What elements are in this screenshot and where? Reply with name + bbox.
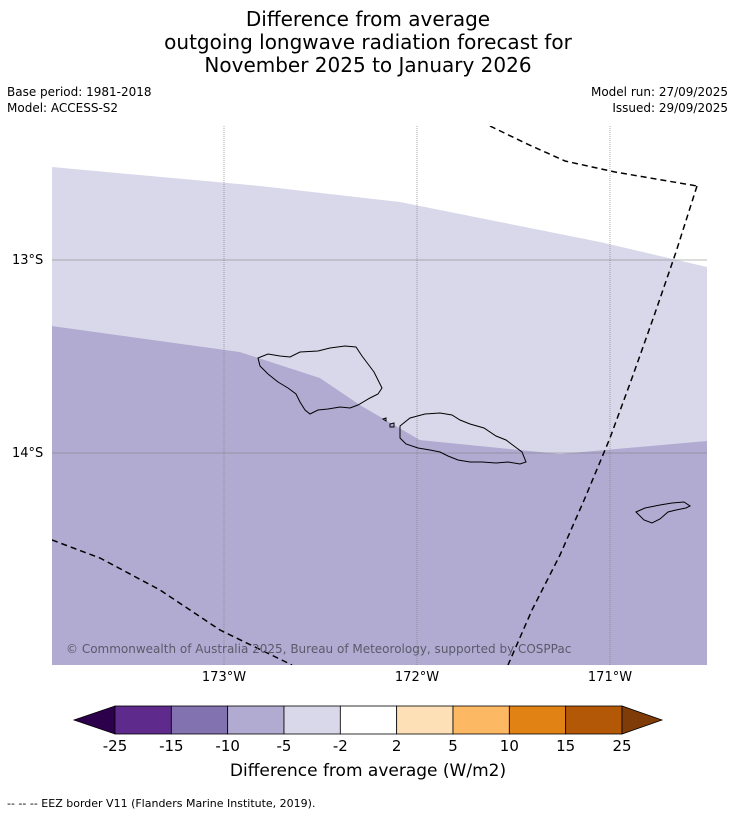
- meta-right: Model run: 27/09/2025 Issued: 29/09/2025: [591, 84, 728, 116]
- colorbar-segment: [396, 705, 454, 735]
- coast-apolima: [381, 417, 387, 422]
- colorbar-segment: [339, 705, 398, 735]
- model-run: Model run: 27/09/2025: [590, 85, 728, 99]
- coast-manono: [389, 422, 395, 428]
- colorbar-segment: [170, 705, 229, 735]
- colorbar-tick-label: 2: [391, 737, 402, 755]
- title-line-3: November 2025 to January 2026: [204, 53, 532, 77]
- lat-label-13s: 13°S: [12, 253, 44, 268]
- title-line-1: Difference from average: [245, 7, 491, 31]
- colorbar-tick-label: -2: [332, 737, 348, 755]
- coast-tutuila: [635, 501, 691, 524]
- colorbar-segment: [565, 705, 623, 735]
- issued-date: Issued: 29/09/2025: [612, 101, 728, 115]
- colorbar-segment: [508, 705, 567, 735]
- eez-line-southwest: [52, 539, 293, 665]
- anomaly-band-medium: [52, 326, 707, 665]
- eez-line-north: [489, 126, 698, 187]
- colorbar-over-arrow: [621, 705, 664, 735]
- colorbar-tick-label: 15: [556, 737, 576, 755]
- lat-label-14s: 14°S: [12, 446, 44, 461]
- colorbar-segment: [283, 705, 341, 735]
- colorbar-tick-label: -25: [102, 737, 128, 755]
- gridlines: [52, 126, 707, 665]
- title-line-2: outgoing longwave radiation forecast for: [164, 30, 572, 54]
- colorbar: [72, 705, 664, 735]
- model-name: Model: ACCESS-S2: [7, 101, 119, 115]
- map-panel: [52, 126, 707, 665]
- copyright-notice: © Commonwealth of Australia 2025, Bureau…: [66, 642, 572, 656]
- coast-upolu: [399, 412, 527, 465]
- meta-left: Base period: 1981-2018 Model: ACCESS-S2: [7, 84, 152, 116]
- colorbar-label: Difference from average (W/m2): [229, 761, 507, 781]
- chart-title: Difference from average outgoing longwav…: [0, 8, 736, 77]
- coastlines: [257, 345, 691, 524]
- colorbar-tick-label: 5: [448, 737, 458, 755]
- eez-borders: [52, 126, 698, 665]
- coast-savaii: [257, 345, 383, 415]
- colorbar-tick-label: 25: [612, 737, 632, 755]
- anomaly-band-light: [52, 167, 707, 454]
- lon-label-173w: 173°W: [201, 670, 247, 685]
- colorbar-tick-label: 10: [499, 737, 519, 755]
- colorbar-segment: [227, 705, 285, 735]
- colorbar-tick-label: -15: [159, 737, 184, 755]
- eez-footnote: -- -- -- EEZ border V11 (Flanders Marine…: [7, 797, 316, 810]
- colorbar-under-arrow: [72, 705, 116, 735]
- colorbar-tick-label: -10: [215, 737, 240, 755]
- colorbar-tick-label: -5: [276, 737, 292, 755]
- lon-label-171w: 171°W: [587, 670, 633, 685]
- base-period: Base period: 1981-2018: [7, 85, 152, 99]
- lon-label-172w: 172°W: [394, 670, 440, 685]
- colorbar-segment: [452, 705, 510, 735]
- colorbar-segment: [114, 705, 172, 735]
- eez-line-east: [507, 185, 698, 665]
